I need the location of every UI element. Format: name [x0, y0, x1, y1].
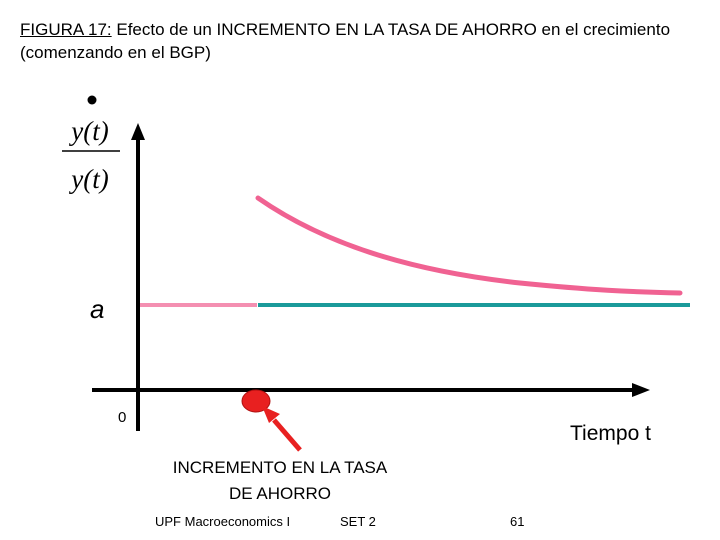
y-dot-marker: [87, 95, 97, 105]
event-arrow-shaft: [272, 418, 302, 452]
figure-title-text: Efecto de un INCREMENTO EN LA TASA DE AH…: [20, 20, 671, 62]
event-note: INCREMENTO EN LA TASA DE AHORRO: [172, 458, 388, 503]
origin-label: 0: [118, 409, 127, 426]
x-axis-arrowhead: [632, 383, 650, 397]
transition-growth-curve: [255, 195, 683, 296]
footer-page-number: 61: [510, 514, 525, 529]
footer-course: UPF Macroeconomics I: [155, 514, 291, 529]
y-axis-numerator: y(t): [68, 116, 108, 146]
event-arrow-head: [262, 406, 280, 423]
figure-label: FIGURA 17:: [20, 20, 112, 39]
y-axis-denominator: y(t): [68, 164, 108, 194]
slide-title: FIGURA 17: Efecto de un INCREMENTO EN LA…: [20, 18, 710, 64]
footer-set: SET 2: [340, 514, 376, 529]
y-axis-arrowhead: [131, 123, 145, 140]
level-label-a: a: [90, 294, 104, 324]
x-axis-label: Tiempo t: [570, 422, 651, 445]
